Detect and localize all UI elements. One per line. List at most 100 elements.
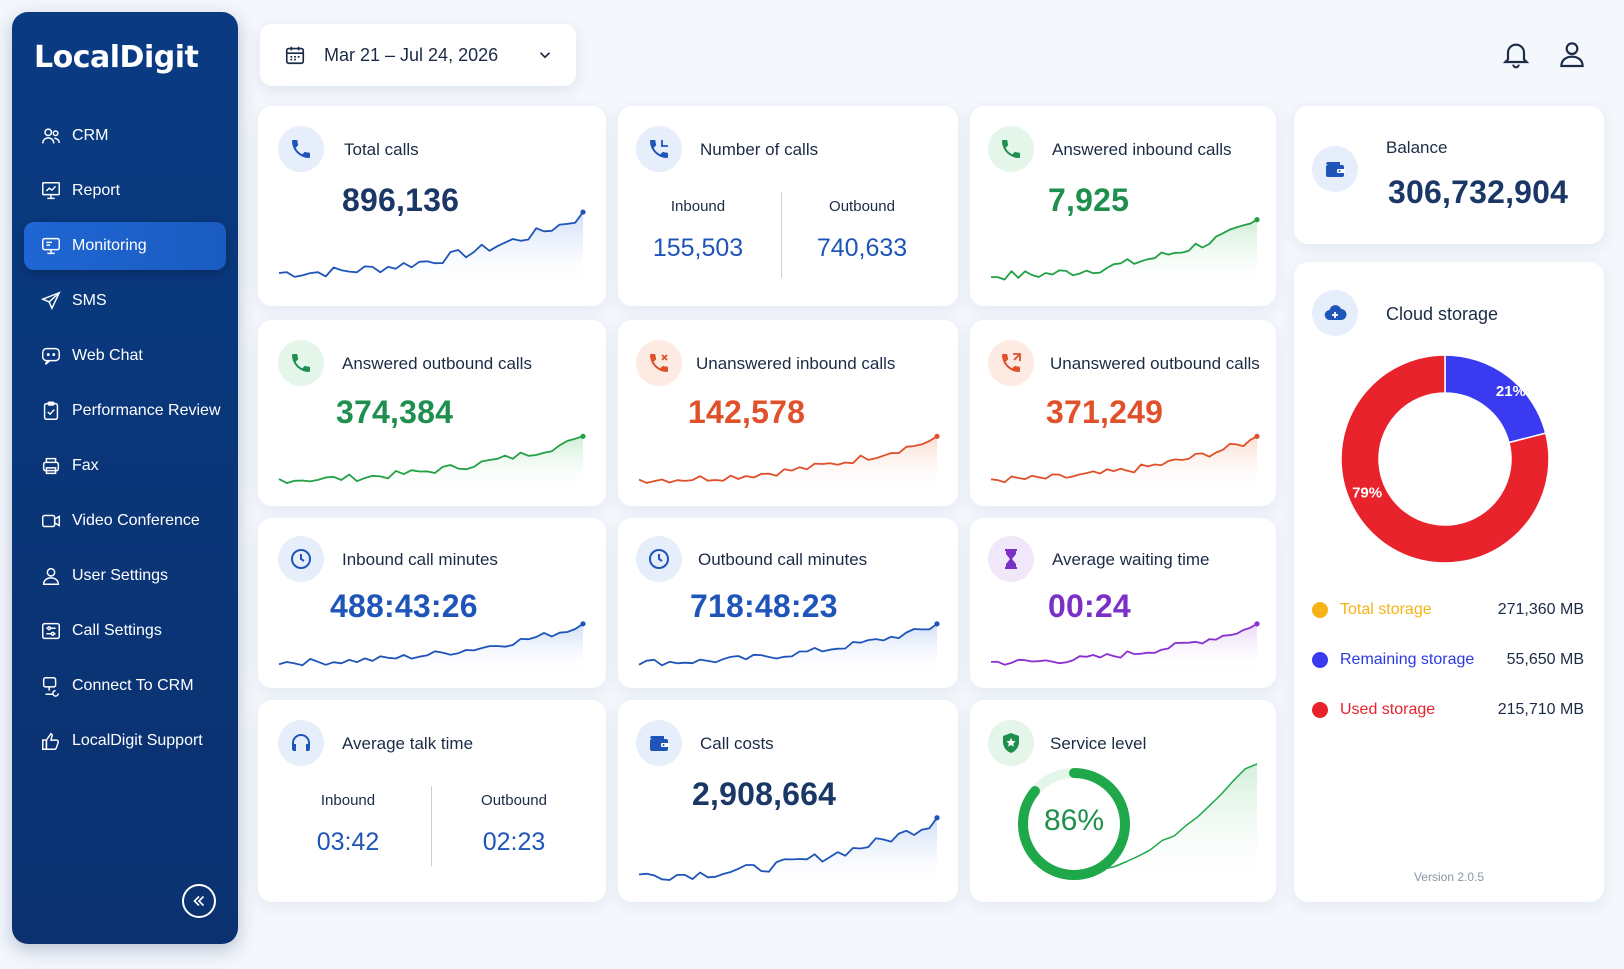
sparkline-area bbox=[639, 623, 937, 674]
sparkline-line bbox=[991, 218, 1258, 281]
phone-incoming-icon bbox=[650, 140, 668, 158]
storage-donut-chart: 21% 79% bbox=[1340, 354, 1550, 564]
app-logo[interactable]: LocalDigit bbox=[34, 40, 199, 75]
phone-icon bbox=[292, 140, 310, 158]
unanswered-inbound-card[interactable]: Unanswered inbound calls 142,578 bbox=[618, 320, 958, 506]
sidebar-item-monitoring[interactable]: Monitoring bbox=[24, 222, 226, 270]
sidebar-item-fax[interactable]: Fax bbox=[24, 442, 226, 490]
sidebar-item-report[interactable]: Report bbox=[24, 167, 226, 215]
wallet-icon bbox=[1326, 162, 1345, 177]
sidebar-item-crm[interactable]: CRM bbox=[24, 112, 226, 160]
sparkline-line bbox=[638, 435, 938, 484]
cloud-storage-card[interactable]: Cloud storage 21% 79% Total storage 271,3… bbox=[1294, 262, 1604, 902]
service-level-card[interactable]: Service level 86% bbox=[970, 700, 1276, 902]
connect-icon bbox=[42, 677, 60, 697]
cloud-upload-icon bbox=[1324, 305, 1347, 321]
legend-label: Remaining storage bbox=[1340, 651, 1475, 668]
legend-label: Total storage bbox=[1340, 601, 1432, 618]
card-title: Inbound call minutes bbox=[342, 550, 498, 569]
wallet-icon-badge bbox=[636, 720, 682, 766]
service-level-value: 86% bbox=[1043, 804, 1105, 837]
phone-icon-badge bbox=[278, 340, 324, 386]
sparkline-area bbox=[991, 219, 1257, 290]
sidebar-nav: CRM Report Monitoring SMS Web Chat Perfo… bbox=[24, 112, 226, 772]
user-profile-icon[interactable] bbox=[1556, 38, 1588, 70]
phone-icon-badge bbox=[636, 126, 682, 172]
sparkline-line bbox=[638, 817, 938, 881]
sparkline-area bbox=[279, 436, 583, 492]
call-costs-value: 2,908,664 bbox=[692, 776, 837, 812]
card-title: Outbound call minutes bbox=[698, 550, 868, 569]
sparkline-end-point bbox=[1254, 217, 1260, 223]
outbound-minutes-value: 718:48:23 bbox=[690, 588, 838, 624]
inbound-label: Inbound bbox=[320, 792, 376, 809]
call-costs-card[interactable]: Call costs 2,908,664 bbox=[618, 700, 958, 902]
legend-label: Used storage bbox=[1340, 701, 1436, 718]
answered-inbound-card[interactable]: Answered inbound calls 7,925 bbox=[970, 106, 1276, 306]
card-title: Total calls bbox=[344, 140, 419, 159]
monitor-icon bbox=[42, 237, 60, 255]
unanswered-outbound-card[interactable]: Unanswered outbound calls 371,249 bbox=[970, 320, 1276, 506]
collapse-sidebar-button[interactable] bbox=[182, 884, 216, 918]
sidebar-item-label: Monitoring bbox=[72, 237, 147, 254]
outgoing-missed-call-icon bbox=[1002, 353, 1021, 372]
card-title: Answered outbound calls bbox=[342, 354, 532, 373]
number-of-calls-card[interactable]: Number of calls Inbound 155,503 Outbound… bbox=[618, 106, 958, 306]
donut-slice-label: 79% bbox=[1352, 485, 1382, 502]
average-waiting-card[interactable]: Average waiting time 00:24 bbox=[970, 518, 1276, 688]
clock-icon-badge bbox=[278, 536, 324, 582]
support-icon bbox=[42, 732, 60, 750]
missed-call-icon bbox=[650, 354, 668, 372]
phone-icon bbox=[1002, 140, 1020, 158]
sidebar-item-call-settings[interactable]: Call Settings bbox=[24, 607, 226, 655]
answered-outbound-card[interactable]: Answered outbound calls 374,384 bbox=[258, 320, 606, 506]
report-icon bbox=[42, 182, 60, 200]
legend-dot bbox=[1312, 602, 1328, 618]
unanswered-outbound-sparkline bbox=[990, 433, 1260, 492]
sidebar-item-user-settings[interactable]: User Settings bbox=[24, 552, 226, 600]
total-calls-card[interactable]: Total calls 896,136 bbox=[258, 106, 606, 306]
calendar-icon bbox=[285, 46, 305, 65]
card-title: Cloud storage bbox=[1386, 304, 1499, 324]
outbound-minutes-card[interactable]: Outbound call minutes 718:48:23 bbox=[618, 518, 958, 688]
shield-star-icon bbox=[1003, 733, 1019, 753]
phone-icon bbox=[292, 354, 310, 372]
sidebar-item-connect-to-crm[interactable]: Connect To CRM bbox=[24, 662, 226, 710]
sidebar-item-video-conference[interactable]: Video Conference bbox=[24, 497, 226, 545]
legend-value: 55,650 MB bbox=[1506, 651, 1584, 668]
balance-value: 306,732,904 bbox=[1388, 174, 1569, 210]
sidebar-item-performance-review[interactable]: Performance Review bbox=[24, 387, 226, 435]
phone-icon-badge bbox=[278, 126, 324, 172]
sidebar-item-label: Report bbox=[72, 182, 121, 199]
outbound-value: 02:23 bbox=[482, 828, 546, 856]
legend-value: 271,360 MB bbox=[1497, 601, 1584, 618]
card-title: Unanswered inbound calls bbox=[696, 354, 896, 373]
donut-slice[interactable] bbox=[1340, 354, 1550, 564]
sidebar: LocalDigit CRM Report Monitoring SMS Web… bbox=[12, 12, 238, 944]
video-icon bbox=[42, 514, 60, 528]
sidebar-item-web-chat[interactable]: Web Chat bbox=[24, 332, 226, 380]
sidebar-item-label: Connect To CRM bbox=[72, 677, 194, 694]
bell-icon[interactable] bbox=[1500, 38, 1532, 70]
call-costs-sparkline bbox=[638, 815, 940, 890]
outbound-value: 740,633 bbox=[816, 234, 908, 262]
date-range-picker[interactable]: Mar 21 – Jul 24, 2026 bbox=[260, 24, 576, 86]
average-talk-card[interactable]: Average talk time Inbound 03:42 Outbound… bbox=[258, 700, 606, 902]
inbound-label: Inbound bbox=[670, 198, 726, 215]
answered-outbound-value: 374,384 bbox=[336, 394, 454, 430]
headset-icon-badge bbox=[278, 720, 324, 766]
sparkline-end-point bbox=[934, 815, 940, 821]
unanswered-outbound-value: 371,249 bbox=[1046, 394, 1164, 430]
clipboard-icon bbox=[43, 401, 59, 420]
sparkline-area bbox=[991, 436, 1257, 492]
printer-icon bbox=[42, 457, 60, 475]
inbound-minutes-value: 488:43:26 bbox=[330, 588, 478, 624]
card-title: Service level bbox=[1050, 734, 1147, 753]
balance-card[interactable]: Balance 306,732,904 bbox=[1294, 106, 1604, 244]
card-title: Balance bbox=[1386, 138, 1448, 157]
sidebar-item-localdigit-support[interactable]: LocalDigit Support bbox=[24, 717, 226, 765]
inbound-minutes-card[interactable]: Inbound call minutes 488:43:26 bbox=[258, 518, 606, 688]
sparkline-end-point bbox=[934, 621, 940, 627]
legend-total-storage: Total storage 271,360 MB bbox=[1312, 598, 1584, 622]
sidebar-item-sms[interactable]: SMS bbox=[24, 277, 226, 325]
